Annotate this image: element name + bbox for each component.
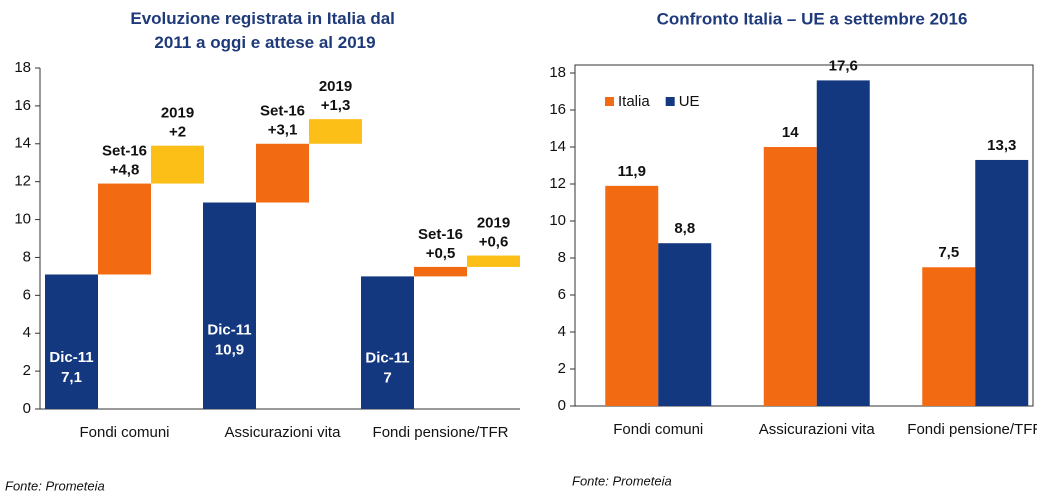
x-tick-label: Assicurazioni vita (225, 424, 342, 441)
legend-label: UE (679, 93, 700, 110)
y-tick-label: 18 (549, 64, 566, 81)
bar-label: Dic-11 (365, 350, 409, 367)
bar-label: +0,5 (426, 245, 456, 262)
y-tick-label: 10 (14, 211, 31, 228)
bar (605, 185, 659, 406)
bar-label: Dic-11 (49, 349, 93, 366)
bar (309, 119, 362, 144)
y-tick-label: 0 (558, 397, 566, 414)
bar (763, 147, 817, 406)
bar-label: Dic-11 (207, 322, 251, 339)
y-tick-label: 18 (14, 59, 31, 76)
y-tick-label: 8 (23, 248, 31, 265)
bar (203, 202, 256, 409)
y-tick-label: 2 (558, 360, 566, 377)
y-tick-label: 0 (23, 400, 31, 417)
bar-label: 13,3 (987, 137, 1016, 154)
bar (151, 145, 204, 184)
bar-label: 14 (782, 124, 799, 141)
bar (467, 255, 520, 267)
bar-label: 7,5 (938, 244, 959, 261)
bar-label: 2019 (161, 105, 194, 122)
bar-label: +3,1 (268, 122, 298, 139)
bar-label: 7 (383, 370, 391, 387)
bar-label: Set-16 (260, 103, 305, 120)
bar-label: 2019 (319, 78, 352, 95)
bar-label: 10,9 (215, 342, 244, 359)
x-tick-label: Fondi comuni (79, 424, 169, 441)
y-tick-label: 12 (14, 173, 31, 190)
bar-label: 2019 (477, 215, 510, 232)
y-tick-label: 14 (14, 135, 31, 152)
bar (98, 183, 151, 275)
bar-label: +2 (169, 124, 186, 141)
y-tick-label: 4 (23, 324, 31, 341)
bar-label: +1,3 (321, 97, 351, 114)
bar (922, 267, 976, 406)
chart-title: Confronto Italia – UE a settembre 2016 (657, 9, 968, 28)
bar-label: 11,9 (618, 163, 646, 180)
bar (816, 80, 870, 407)
y-tick-label: 2 (23, 362, 31, 379)
y-tick-label: 6 (558, 286, 566, 303)
bar (361, 276, 414, 409)
bar (658, 243, 712, 406)
bar (975, 159, 1029, 406)
x-tick-label: Fondi pensione/TFR (907, 421, 1037, 438)
y-tick-label: 10 (549, 212, 566, 229)
legend-swatch (665, 97, 675, 106)
y-tick-label: 12 (549, 175, 566, 192)
bar-label: +0,6 (479, 234, 509, 251)
legend-label: Italia (618, 93, 650, 110)
bar-label: +4,8 (110, 162, 140, 179)
bar-label: 17,6 (829, 57, 858, 74)
y-tick-label: 8 (558, 249, 566, 266)
bar-label: Set-16 (102, 143, 147, 160)
y-tick-label: 6 (23, 286, 31, 303)
y-tick-label: 4 (558, 323, 566, 340)
source-note: Fonte: Prometeia (5, 478, 105, 493)
bar-label: 8,8 (674, 220, 695, 237)
bar (256, 143, 309, 203)
bar-label: 7,1 (61, 369, 82, 386)
y-tick-label: 16 (14, 97, 31, 114)
legend-swatch (605, 97, 614, 106)
source-note: Fonte: Prometeia (572, 473, 672, 488)
x-tick-label: Assicurazioni vita (759, 421, 876, 438)
x-tick-label: Fondi comuni (613, 421, 703, 438)
bar-label: Set-16 (418, 226, 463, 243)
y-tick-label: 14 (549, 138, 566, 155)
x-tick-label: Fondi pensione/TFR (373, 424, 509, 441)
bar (414, 266, 467, 277)
y-tick-label: 16 (549, 101, 566, 118)
bar (45, 274, 98, 409)
chart-title: Evoluzione registrata in Italia dal 2011… (130, 9, 399, 52)
